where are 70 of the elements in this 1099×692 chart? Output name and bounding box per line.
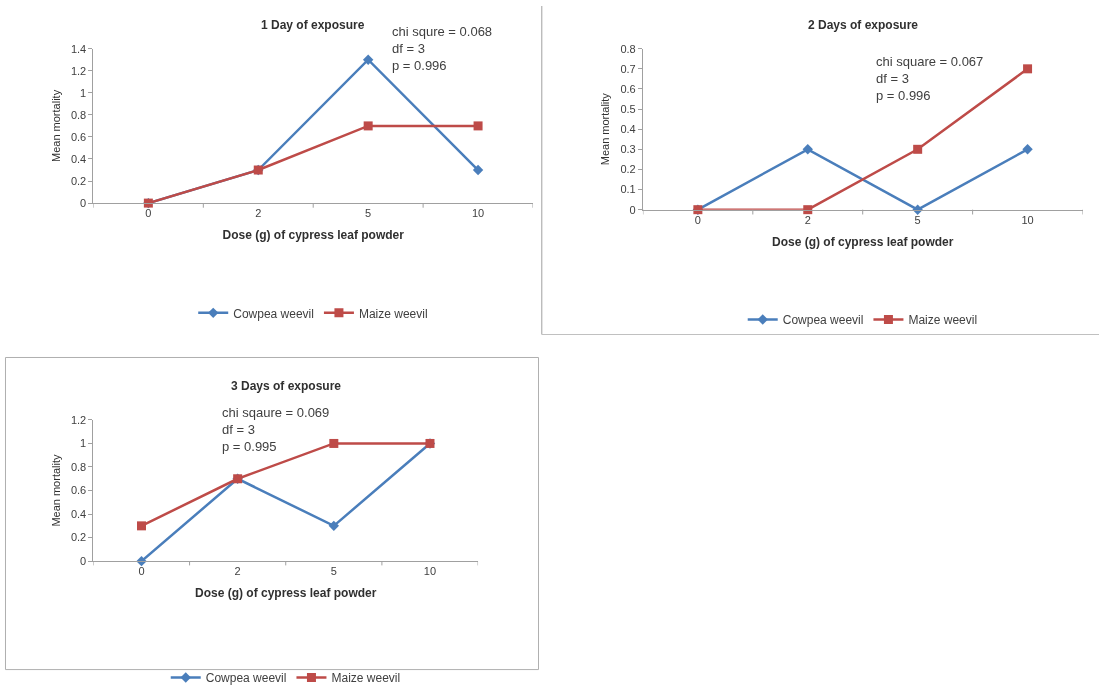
- x-axis-title: Dose (g) of cypress leaf powder: [222, 228, 405, 243]
- y-tick-label: 1.4: [70, 42, 87, 55]
- y-axis-title: Mean mortality: [49, 453, 62, 527]
- y-tick-label: 0.4: [620, 123, 636, 136]
- y-tick-label: 1.2: [70, 64, 87, 77]
- y-axis-title: Mean mortality: [49, 89, 62, 162]
- y-tick-label: 0.8: [620, 42, 636, 55]
- legend-label: Maize weevil: [331, 671, 401, 686]
- y-tick-label: 0.6: [620, 82, 636, 95]
- point: [473, 121, 483, 131]
- legend-label: Cowpea weevil: [233, 306, 314, 321]
- x-tick-label: 2: [804, 213, 811, 226]
- x-tick-label: 2: [234, 565, 241, 578]
- chart-title: 1 Day of exposure: [261, 18, 365, 32]
- x-axis-title: Dose (g) of cypress leaf powder: [772, 234, 954, 249]
- y-tick-label: 1.2: [70, 413, 87, 426]
- point: [328, 520, 340, 532]
- annotation: df = 3: [222, 421, 255, 437]
- annotation: p = 0.996: [392, 57, 447, 73]
- text: chi squre = 0.068: [392, 24, 493, 39]
- x-tick-label: 0: [694, 213, 701, 226]
- y-tick-label: 0.8: [70, 460, 87, 473]
- annotation: df = 3: [876, 70, 909, 86]
- x-tick-label: 2: [255, 207, 262, 220]
- x-axis-title: Dose (g) of cypress leaf powder: [195, 586, 377, 601]
- y-tick-label: 0: [80, 555, 87, 568]
- chart-title: 2 Days of exposure: [808, 18, 919, 32]
- x-tick-label: 10: [423, 565, 437, 578]
- point: [1022, 144, 1033, 155]
- legend-label: Cowpea weevil: [782, 313, 864, 328]
- y-tick-label: 0.2: [620, 163, 636, 176]
- x-tick-label: 10: [471, 207, 485, 220]
- x-tick-label: 10: [1021, 213, 1034, 226]
- annotation: df = 3: [392, 40, 425, 56]
- y-tick-label: 0.1: [620, 183, 636, 196]
- x-tick-label: 0: [145, 207, 152, 220]
- point: [363, 121, 373, 131]
- y-tick-label: 0.4: [70, 152, 87, 165]
- y-tick-label: 0.8: [70, 108, 87, 121]
- legend-label: Cowpea weevil: [205, 671, 287, 686]
- y-tick-label: 0.2: [70, 531, 87, 544]
- point: [329, 438, 339, 448]
- y-tick-label: 0: [80, 196, 87, 209]
- x-tick-label: 5: [914, 213, 921, 226]
- x-tick-label: 0: [138, 565, 145, 578]
- x-tick-label: 5: [330, 565, 337, 578]
- annotation: chi sqaure = 0.069: [222, 405, 330, 420]
- x-tick-label: 5: [365, 207, 372, 220]
- y-tick-label: 1: [80, 437, 87, 450]
- point: [472, 164, 484, 176]
- chart-title: 3 Days of exposure: [231, 379, 342, 393]
- y-tick-label: 0.5: [620, 102, 636, 115]
- y-axis-title: Mean mortality: [599, 92, 612, 166]
- legend-label: Maize weevil: [358, 306, 428, 321]
- y-tick-label: 0.4: [70, 507, 87, 520]
- y-tick-label: 0.7: [620, 62, 636, 75]
- y-tick-label: 1: [80, 86, 87, 99]
- y-tick-label: 0.2: [70, 174, 87, 187]
- point: [137, 521, 146, 531]
- annotation: chi square = 0.067: [876, 54, 984, 69]
- annotation: p = 0.996: [876, 87, 931, 103]
- point: [1023, 64, 1033, 74]
- annotation: p = 0.995: [222, 438, 277, 454]
- point: [802, 144, 813, 155]
- y-tick-label: 0.6: [70, 484, 87, 497]
- legend-label: Maize weevil: [908, 313, 978, 328]
- point: [913, 144, 923, 154]
- y-tick-label: 0.3: [620, 143, 636, 156]
- point: [362, 54, 374, 65]
- y-tick-label: 0.6: [70, 130, 87, 143]
